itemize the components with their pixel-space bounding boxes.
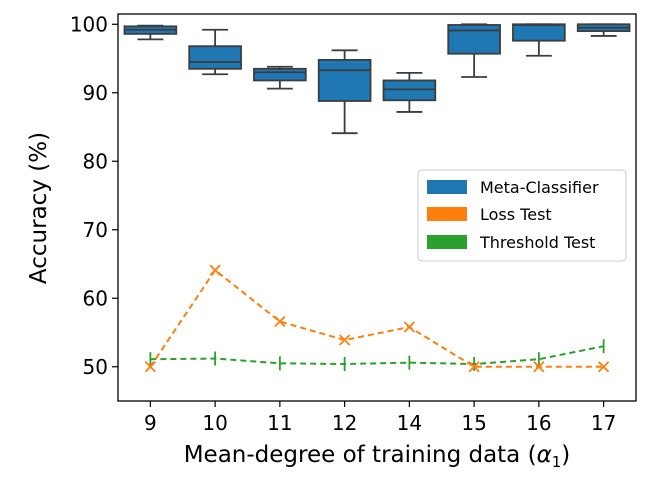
box-15 <box>447 23 501 78</box>
x-axis-label-close: ) <box>561 442 570 468</box>
box-body <box>317 58 372 102</box>
box-body <box>447 24 501 55</box>
box-body <box>188 45 242 70</box>
y-tick-label-100: 100 <box>70 12 108 36</box>
x-axis-label-subscript: 1 <box>552 453 562 471</box>
legend-label-threshold: Threshold Test <box>479 233 595 252</box>
x-tick-label-17: 17 <box>591 411 616 435</box>
box-body <box>253 67 307 82</box>
y-tick-label-50: 50 <box>83 355 108 379</box>
loss-test-marker-10 <box>209 264 221 276</box>
y-axis-label: Accuracy (%) <box>26 132 52 284</box>
box-11 <box>253 65 307 90</box>
x-tick-label-10: 10 <box>202 411 227 435</box>
plot-area <box>123 23 631 373</box>
x-tick-label-11: 11 <box>267 411 292 435</box>
box-12 <box>317 49 372 135</box>
loss-test-marker-11 <box>274 315 286 328</box>
y-tick-label-60: 60 <box>83 286 108 310</box>
loss-test-marker-16 <box>533 361 545 373</box>
x-axis-label: Mean-degree of training data (α1) <box>184 442 571 471</box>
box-9 <box>123 24 178 41</box>
x-tick-label-15: 15 <box>461 411 486 435</box>
loss-test-marker-12 <box>338 334 351 346</box>
x-tick-label-16: 16 <box>526 411 551 435</box>
plot-frame <box>117 13 637 402</box>
y-tick-label-90: 90 <box>83 81 108 105</box>
axes: 50 60 70 80 90 100 9 10 11 12 14 15 16 17 <box>70 12 617 435</box>
box-14 <box>382 72 437 113</box>
x-axis-label-symbol: α <box>537 442 552 468</box>
x-tick-label-9: 9 <box>144 411 157 435</box>
legend: Meta-Classifier Loss Test Threshold Test <box>417 169 627 262</box>
y-tick-label-70: 70 <box>83 218 108 242</box>
legend-swatch-meta <box>427 180 467 194</box>
legend-swatch-loss <box>427 207 467 221</box>
loss-test-marker-17 <box>597 361 610 373</box>
legend-frame <box>417 169 627 262</box>
x-tick-label-14: 14 <box>397 411 422 435</box>
box-body <box>512 23 566 42</box>
x-tick-label-12: 12 <box>332 411 357 435</box>
legend-label-loss: Loss Test <box>480 205 552 224</box>
legend-swatch-threshold <box>427 235 467 249</box>
loss-test-marker-9 <box>144 361 157 373</box>
loss-test-marker-14 <box>403 321 416 333</box>
threshold-test-line <box>150 345 604 366</box>
box-10 <box>188 28 242 76</box>
box-16 <box>512 23 566 57</box>
box-17 <box>576 23 631 37</box>
legend-label-meta: Meta-Classifier <box>480 178 599 197</box>
x-axis-label-text: Mean-degree of training data ( <box>184 442 537 468</box>
box-body <box>382 79 437 102</box>
loss-test-marker-15 <box>468 361 480 373</box>
y-tick-label-80: 80 <box>83 149 108 173</box>
loss-test-line <box>149 268 604 368</box>
